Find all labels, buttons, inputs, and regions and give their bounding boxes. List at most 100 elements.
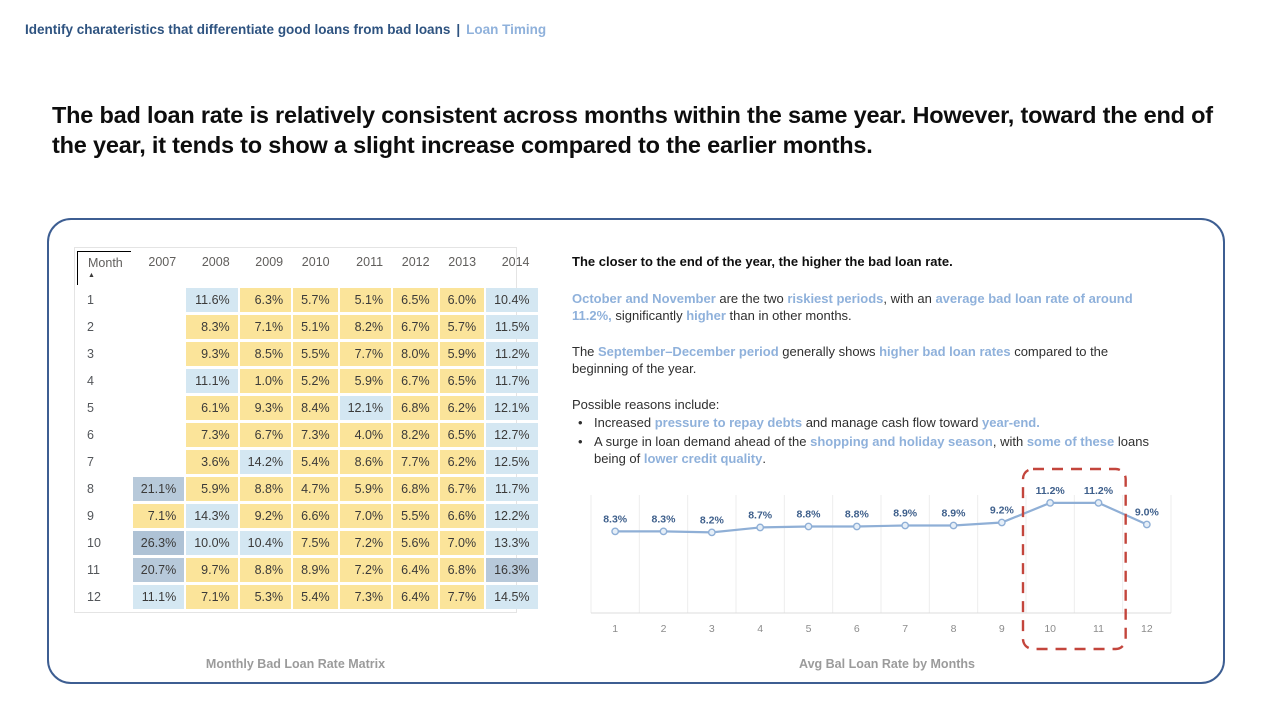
matrix-cell: 7.2% [339, 558, 392, 582]
matrix-cell: 9.7% [186, 558, 238, 582]
data-point [949, 521, 958, 530]
column-header-year[interactable]: 2012 [401, 255, 430, 269]
x-tick-label: 5 [806, 623, 812, 635]
highlight-text: September–December period [598, 343, 779, 359]
data-label: 8.8% [797, 508, 822, 520]
highlight-box-oct-nov [1021, 467, 1127, 651]
matrix-month-label: 10 [77, 531, 131, 555]
matrix-row: 8 21.1% 5.9% 8.8% 4.7% 5.9% 6.8% 6.7% 11.7% [77, 477, 538, 501]
column-header-month[interactable]: Month ▲ [77, 251, 131, 285]
column-header-year[interactable]: 2011 [356, 255, 384, 269]
reason-item: Increased pressure to repay debts and ma… [572, 414, 1152, 432]
matrix-cell: 6.7% [439, 477, 485, 501]
matrix-cell: 14.5% [486, 585, 538, 609]
bad-loan-matrix: Month ▲ 2007 2008 2009 2010 2011 2012 2013 2014 1… [74, 247, 538, 613]
data-label: 9.0% [1135, 507, 1160, 519]
matrix-cell: 5.3% [239, 585, 292, 609]
matrix-cell: 13.3% [486, 531, 538, 555]
matrix-cell: 7.1% [186, 585, 238, 609]
matrix-cell: 8.8% [239, 477, 292, 501]
body-text: Increased [594, 415, 655, 430]
matrix-row: 11 20.7% 9.7% 8.8% 8.9% 7.2% 6.4% 6.8% 16.3% [77, 558, 538, 582]
matrix-cell: 9.3% [186, 342, 238, 366]
matrix-cell: 10.4% [486, 288, 538, 312]
matrix-cell: 5.7% [439, 315, 485, 339]
matrix-cell [133, 315, 184, 339]
matrix-cell: 8.6% [339, 450, 392, 474]
matrix-cell: 7.0% [439, 531, 485, 555]
insight-paragraph-1: October and November are the two riskies… [572, 290, 1152, 325]
x-tick-label: 12 [1141, 623, 1153, 635]
body-text: A surge in loan demand ahead of the [594, 433, 811, 449]
body-text: compared to the beginning of the year. [572, 343, 1109, 377]
matrix-cell: 5.9% [439, 342, 485, 366]
body-text: , with [992, 433, 1027, 449]
highlight-text: higher [686, 308, 726, 323]
x-tick-label: 4 [757, 623, 763, 635]
matrix-body: 1 11.6% 6.3% 5.7% 5.1% 6.5% 6.0% 10.4% 2 8.3% 7.1%… [77, 288, 538, 609]
matrix-row: 1 11.6% 6.3% 5.7% 5.1% 6.5% 6.0% 10.4% [77, 288, 538, 312]
matrix-cell: 6.0% [439, 288, 485, 312]
column-header-year[interactable]: 2007 [148, 255, 177, 269]
data-point [1142, 520, 1151, 529]
data-point [997, 518, 1006, 527]
data-point [1094, 498, 1103, 507]
matrix-cell: 8.2% [393, 423, 438, 447]
matrix-cell: 6.4% [393, 585, 438, 609]
matrix-cell: 5.1% [339, 288, 392, 312]
matrix-row: 5 6.1% 9.3% 8.4% 12.1% 6.8% 6.2% 12.1% [77, 396, 538, 420]
x-tick-label: 10 [1044, 623, 1056, 635]
matrix-cell: 5.4% [293, 450, 338, 474]
x-tick-label: 7 [902, 623, 908, 635]
matrix-month-label: 6 [77, 423, 131, 447]
report-title: Identify charateristics that differentia… [25, 22, 451, 37]
reason-item: A surge in loan demand ahead of the shop… [572, 433, 1152, 468]
matrix-cell [133, 288, 184, 312]
highlight-text: riskiest periods [787, 290, 884, 306]
insight-heading: The closer to the end of the year, the h… [572, 254, 953, 269]
matrix-cell: 6.4% [393, 558, 438, 582]
data-label: 8.8% [845, 508, 870, 520]
matrix-cell: 14.3% [186, 504, 238, 528]
insight-panel: The closer to the end of the year, the h… [572, 253, 1152, 469]
column-header-year[interactable]: 2009 [255, 255, 284, 269]
matrix-cell: 5.9% [186, 477, 238, 501]
matrix-cell: 6.6% [439, 504, 485, 528]
matrix-row: 6 7.3% 6.7% 7.3% 4.0% 8.2% 6.5% 12.7% [77, 423, 538, 447]
highlight-text: pressure to repay debts [654, 415, 803, 430]
column-header-year[interactable]: 2013 [448, 255, 477, 269]
matrix-cell: 10.0% [186, 531, 238, 555]
matrix-cell: 7.7% [339, 342, 392, 366]
matrix-cell: 6.7% [393, 369, 438, 393]
matrix-cell: 6.2% [439, 396, 485, 420]
matrix-month-label: 7 [77, 450, 131, 474]
matrix-cell: 8.8% [239, 558, 292, 582]
matrix-cell: 8.0% [393, 342, 438, 366]
matrix-cell: 7.2% [339, 531, 392, 555]
matrix-cell: 7.7% [393, 450, 438, 474]
x-tick-label: 3 [709, 623, 715, 635]
matrix-row: 10 26.3% 10.0% 10.4% 7.5% 7.2% 5.6% 7.0% 13.3% [77, 531, 538, 555]
reasons-list: Increased pressure to repay debts and ma… [572, 414, 1152, 468]
matrix-cell: 8.3% [186, 315, 238, 339]
data-point [804, 522, 813, 531]
matrix-caption: Monthly Bad Loan Rate Matrix [205, 657, 386, 671]
matrix-cell: 14.2% [239, 450, 292, 474]
breadcrumb: Identify charateristics that differentia… [25, 22, 546, 37]
column-header-year[interactable]: 2008 [201, 255, 230, 269]
column-header-year[interactable]: 2010 [301, 255, 330, 269]
highlight-text: October and November [572, 290, 716, 306]
matrix-cell: 11.1% [186, 369, 238, 393]
matrix-cell: 5.5% [293, 342, 338, 366]
matrix-cell: 6.5% [439, 423, 485, 447]
breadcrumb-separator: | [456, 22, 461, 37]
matrix-cell: 9.2% [239, 504, 292, 528]
matrix-cell: 6.7% [239, 423, 292, 447]
matrix-cell: 6.1% [186, 396, 238, 420]
breadcrumb-section-loan-timing[interactable]: Loan Timing [466, 22, 547, 37]
column-header-year[interactable]: 2014 [501, 255, 530, 269]
matrix-month-label: 3 [77, 342, 131, 366]
x-tick-label: 8 [951, 623, 957, 635]
data-point [901, 521, 910, 530]
matrix-cell: 26.3% [132, 531, 185, 555]
